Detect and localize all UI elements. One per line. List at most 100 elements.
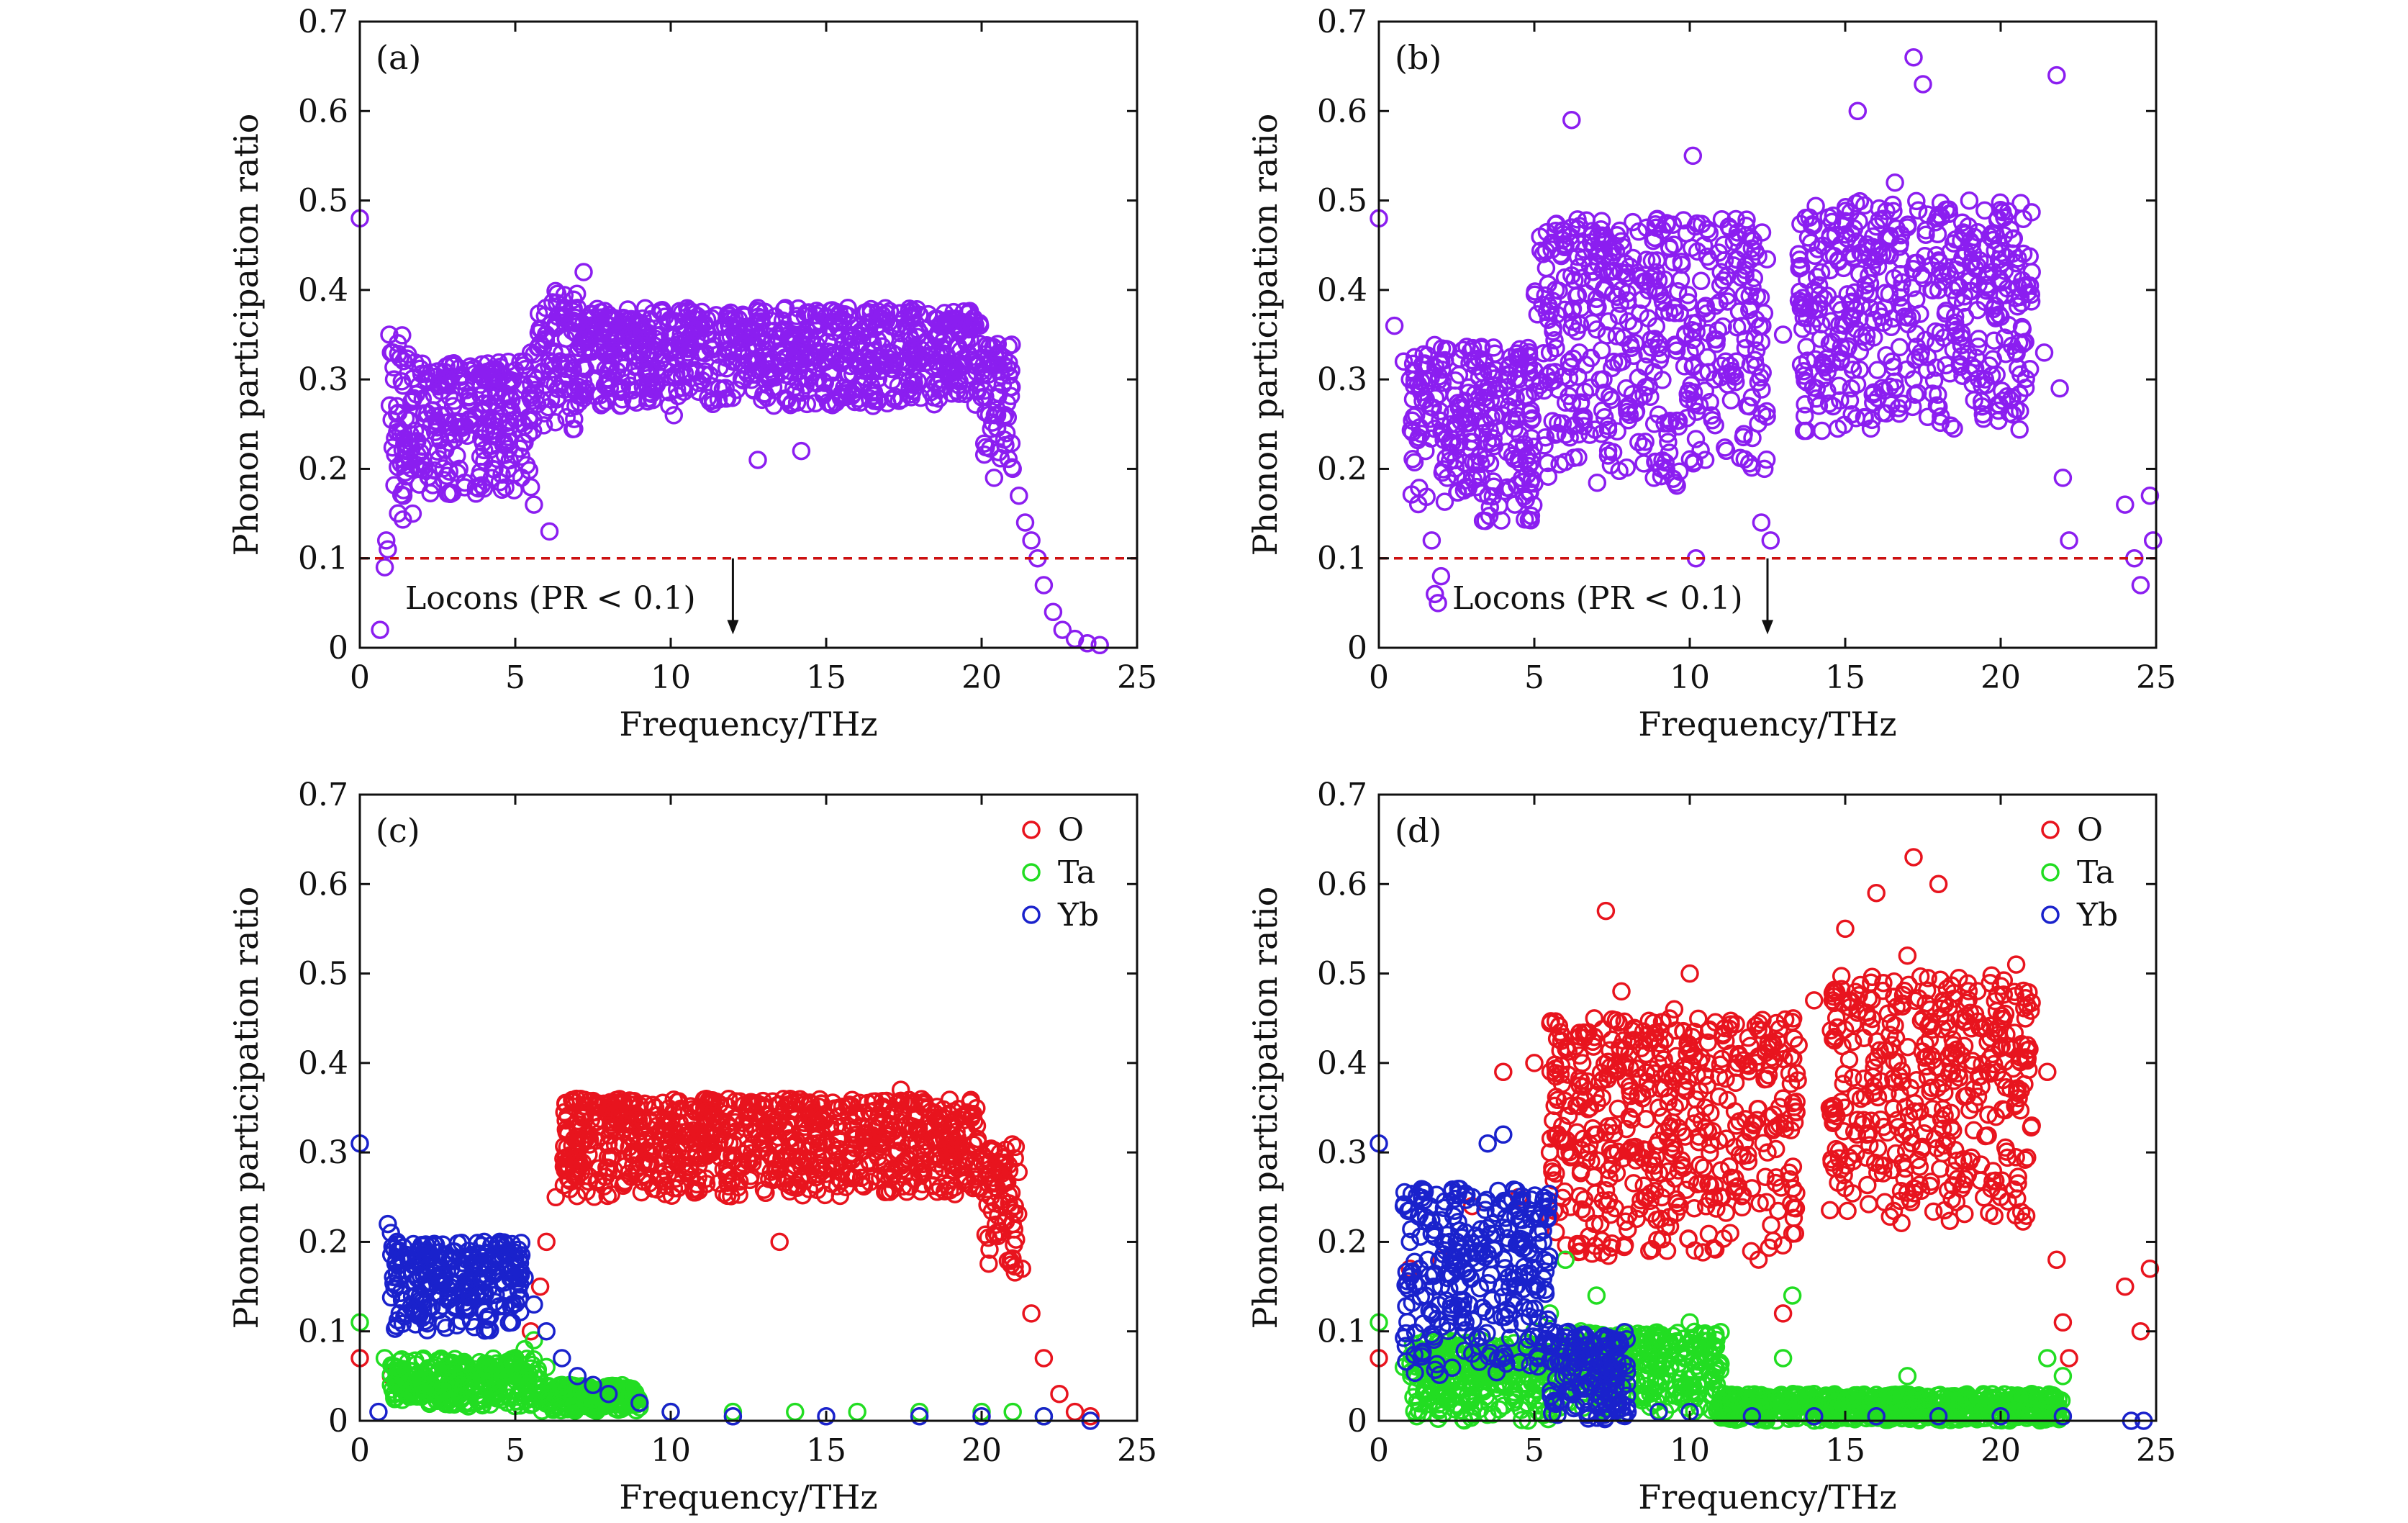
panel-b-all-point (1993, 391, 2012, 410)
panel-b-all-point (1592, 425, 1611, 443)
panel-b-all-point (1647, 251, 1667, 270)
panel-b-all-point (1991, 193, 2010, 212)
panel-a-all-point (594, 394, 612, 413)
panel-b-all-point (1809, 397, 1829, 415)
panel-a-all-point (409, 376, 428, 395)
panel-c-o-point (761, 1162, 781, 1181)
panel-b-all-point (1598, 441, 1618, 460)
panel-a-all-point (475, 451, 494, 471)
panel-b-all-point (1624, 316, 1643, 335)
panel-a-all-point (879, 343, 898, 362)
panel-a-all-point (611, 355, 630, 374)
panel-b-all-point (1598, 446, 1618, 465)
panel-a-all-point (905, 343, 924, 362)
panel-a-all-point (618, 300, 638, 319)
panel-c-o-point (900, 1177, 920, 1196)
panel-a-marks (350, 209, 1137, 655)
panel-a-xtick-label: 15 (806, 659, 846, 696)
panel-b-all-point (1667, 476, 1686, 495)
panel-a-all-point (974, 364, 993, 384)
panel-c-series-o (350, 1080, 1100, 1426)
panel-a-all-point (672, 303, 692, 322)
panel-c-ytick-label: 0.2 (298, 1224, 348, 1260)
panel-a-all-point (548, 388, 567, 407)
panel-a-all-point (941, 370, 960, 389)
panel-b-all-point (1796, 395, 1814, 414)
panel-b-all-point (1448, 483, 1467, 502)
panel-b-xtick-label: 5 (1524, 659, 1544, 696)
panel-b-xtick-label: 10 (1670, 659, 1710, 696)
panel-b-all-point (1562, 110, 1581, 130)
panel-c-ytick-label: 0.4 (298, 1045, 348, 1082)
panel-c-legend-label-yb: Yb (1057, 897, 1099, 934)
panel-b-all-point (1956, 243, 1975, 262)
panel-c-ytick-label: 0.5 (298, 956, 348, 993)
panel-c-ytick-label: 0.7 (298, 777, 348, 813)
panel-a-all-point (492, 389, 511, 408)
panel-b-all-point (1914, 269, 1933, 288)
panel-b-all-point (1492, 511, 1511, 530)
panel-b-all-point (1893, 273, 1911, 292)
panel-b-series-all (1370, 48, 2163, 613)
panel-c-legend-label-ta: Ta (1058, 854, 1095, 891)
panel-b-all-point (1954, 223, 1973, 242)
panel-a-all-point (540, 522, 559, 541)
panel-b-all-point (1891, 234, 1910, 253)
panel-b-all-point (1975, 201, 1994, 220)
panel-c-ytick-label: 0.6 (298, 866, 348, 903)
panel-c-o-point (961, 1090, 980, 1110)
panel-b-all-point (1478, 433, 1497, 451)
panel-b-all-point (1539, 467, 1558, 486)
panel-b-all-point (1429, 371, 1449, 389)
panel-a-all-point (811, 312, 830, 331)
panel-b-all-point (1683, 330, 1703, 350)
panel-b-all-point (1641, 387, 1660, 407)
panel-b-all-point (1624, 248, 1642, 268)
panel-b-all-point (1400, 370, 1419, 389)
panel-b-all-point (2020, 360, 2040, 379)
panel-b-ytick-label: 0.3 (1317, 361, 1367, 398)
panel-b-all-point (1587, 289, 1606, 309)
panel-b-all-point (1505, 449, 1524, 469)
panel-b-all-point (1755, 459, 1774, 479)
panel-b-all-point (1802, 216, 1821, 235)
panel-a-all-point (801, 330, 820, 348)
panel-b-all-point (1716, 441, 1736, 461)
panel-a-all-point (500, 411, 520, 430)
panel-a-ytick-label: 0.6 (298, 93, 348, 130)
panel-a-all-point (1010, 486, 1028, 505)
panel-b-all-point (1570, 343, 1589, 362)
panel-a-all-point (956, 384, 974, 404)
panel-a-all-point (475, 440, 494, 460)
panel-b-all-point (1828, 419, 1847, 438)
panel-b-all-point (1678, 409, 1696, 428)
panel-a-all-point (954, 302, 974, 321)
panel-b-all-point (1412, 371, 1431, 391)
panel-c-o-point (718, 1186, 737, 1206)
panel-b-all-point (1624, 212, 1642, 232)
panel-b-all-point (1991, 286, 2009, 305)
panel-b-all-point (1865, 310, 1883, 330)
panel-a-all-point (496, 478, 515, 497)
panel-b-all-point (2011, 287, 2030, 307)
panel-b-all-point (1525, 361, 1544, 380)
panel-b-all-point (1880, 377, 1900, 396)
panel-a-all-point (735, 327, 753, 347)
panel-a-all-point (1053, 620, 1072, 639)
panel-a-all-point (887, 318, 905, 338)
panel-b-all-point (1543, 412, 1562, 430)
panel-b-all-point (1731, 448, 1750, 467)
panel-b-all-point (1447, 415, 1466, 434)
panel-a-all-point (849, 317, 869, 336)
panel-b-all-point (1421, 397, 1441, 417)
panel-a-all-point (1022, 531, 1041, 550)
panel-a-xtick-label: 0 (350, 659, 370, 696)
panel-c-o-point (739, 1094, 759, 1113)
panel-a-all-point (615, 309, 634, 328)
panel-a-all-point (630, 343, 649, 362)
panel-a-all-point (394, 486, 413, 505)
panel-a-all-point (902, 375, 922, 394)
panel-b-all-point (1903, 279, 1922, 297)
panel-a-frame (358, 20, 1139, 649)
panel-a-all-point (682, 325, 701, 344)
